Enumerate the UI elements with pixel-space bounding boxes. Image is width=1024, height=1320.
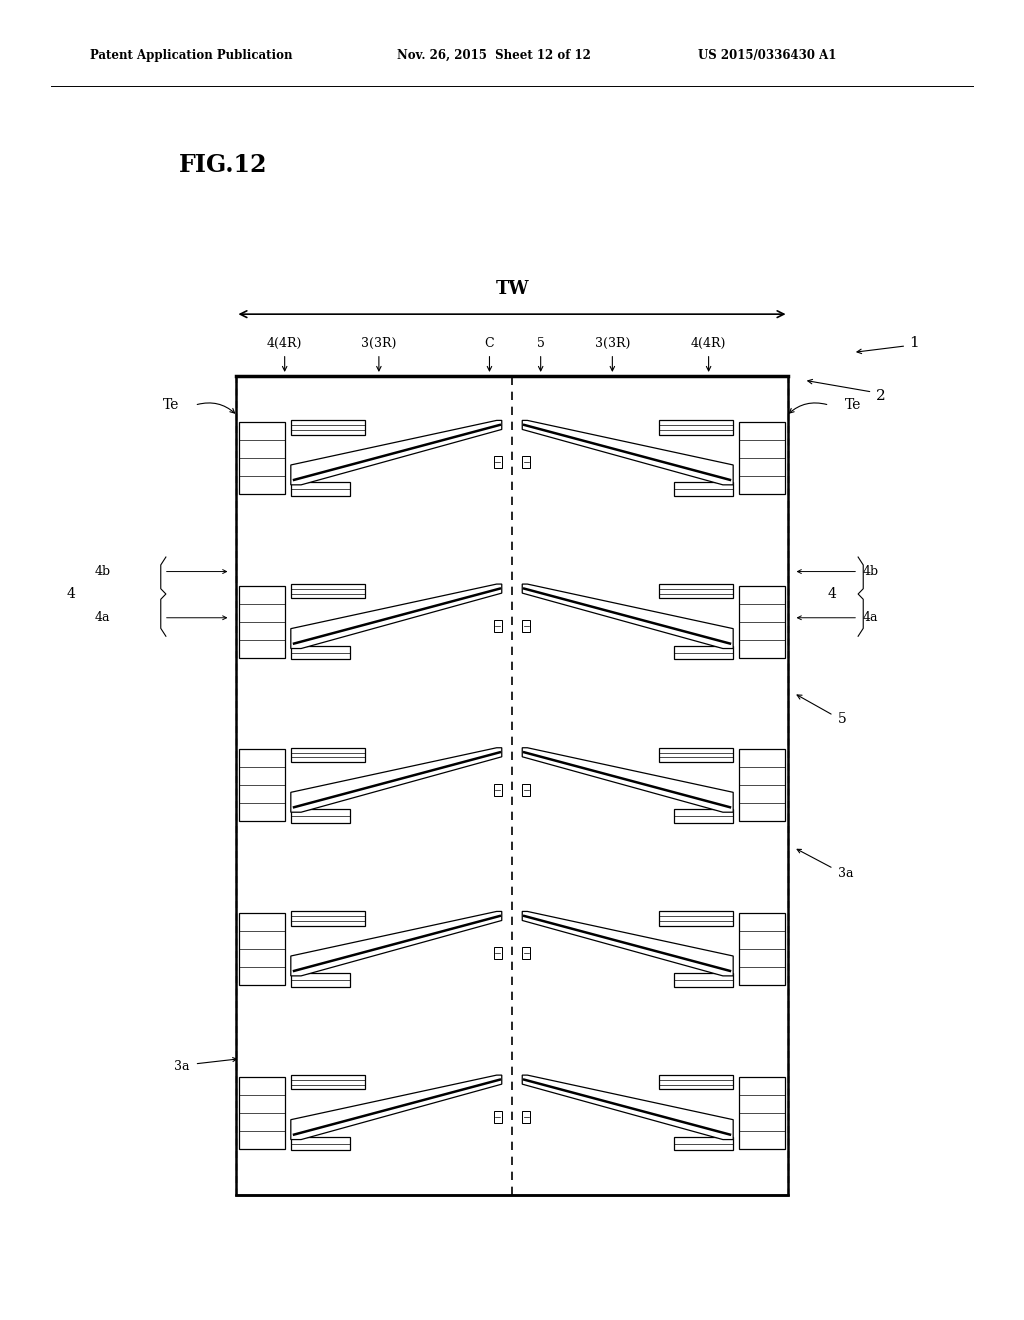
- Polygon shape: [522, 420, 733, 484]
- Polygon shape: [291, 1137, 350, 1151]
- Polygon shape: [291, 583, 365, 598]
- Polygon shape: [674, 1137, 733, 1151]
- Polygon shape: [239, 422, 286, 494]
- Polygon shape: [494, 1111, 502, 1123]
- Polygon shape: [291, 1074, 365, 1089]
- Polygon shape: [674, 482, 733, 496]
- Polygon shape: [291, 482, 350, 496]
- Polygon shape: [674, 973, 733, 987]
- Polygon shape: [738, 586, 785, 657]
- Polygon shape: [291, 1074, 502, 1139]
- Polygon shape: [494, 948, 502, 960]
- Polygon shape: [291, 809, 350, 824]
- Polygon shape: [239, 586, 286, 657]
- Text: 4b: 4b: [862, 565, 879, 578]
- Polygon shape: [291, 420, 365, 434]
- Polygon shape: [674, 645, 733, 660]
- Text: 4b: 4b: [94, 565, 111, 578]
- Bar: [236, 376, 788, 1195]
- Bar: [236, 376, 788, 1195]
- Text: 4(4R): 4(4R): [691, 337, 726, 350]
- Text: 3a: 3a: [838, 867, 853, 880]
- Polygon shape: [522, 583, 733, 648]
- Text: 3a: 3a: [174, 1060, 189, 1073]
- Text: Patent Application Publication: Patent Application Publication: [90, 49, 293, 62]
- Polygon shape: [291, 420, 502, 484]
- Polygon shape: [291, 583, 502, 648]
- Polygon shape: [239, 750, 286, 821]
- Polygon shape: [659, 747, 733, 762]
- Polygon shape: [522, 457, 530, 469]
- Text: TW: TW: [496, 280, 528, 298]
- Text: Nov. 26, 2015  Sheet 12 of 12: Nov. 26, 2015 Sheet 12 of 12: [397, 49, 591, 62]
- Text: Te: Te: [845, 399, 861, 412]
- Text: 4a: 4a: [862, 611, 878, 624]
- Polygon shape: [659, 583, 733, 598]
- Polygon shape: [494, 784, 502, 796]
- Text: 5: 5: [838, 713, 847, 726]
- Polygon shape: [659, 420, 733, 434]
- Text: 4: 4: [67, 587, 76, 601]
- Polygon shape: [291, 911, 365, 925]
- Polygon shape: [522, 911, 733, 975]
- Text: 5: 5: [537, 337, 545, 350]
- Text: 3(3R): 3(3R): [595, 337, 630, 350]
- Polygon shape: [291, 645, 350, 660]
- Polygon shape: [522, 948, 530, 960]
- Polygon shape: [738, 750, 785, 821]
- Polygon shape: [522, 747, 733, 812]
- Polygon shape: [522, 1074, 733, 1139]
- Text: US 2015/0336430 A1: US 2015/0336430 A1: [698, 49, 837, 62]
- Text: 4(4R): 4(4R): [267, 337, 302, 350]
- Polygon shape: [291, 747, 502, 812]
- Polygon shape: [659, 1074, 733, 1089]
- Polygon shape: [738, 422, 785, 494]
- Text: C: C: [484, 337, 495, 350]
- Text: 4a: 4a: [94, 611, 110, 624]
- Polygon shape: [659, 911, 733, 925]
- Polygon shape: [522, 1111, 530, 1123]
- Text: 3(3R): 3(3R): [361, 337, 396, 350]
- Polygon shape: [494, 457, 502, 469]
- Text: Te: Te: [163, 399, 179, 412]
- Text: 1: 1: [909, 337, 920, 350]
- Text: 2: 2: [876, 389, 886, 403]
- Polygon shape: [291, 747, 365, 762]
- Polygon shape: [522, 784, 530, 796]
- Text: FIG.12: FIG.12: [179, 153, 267, 177]
- Polygon shape: [738, 1077, 785, 1148]
- Polygon shape: [738, 913, 785, 985]
- Polygon shape: [291, 911, 502, 975]
- Text: 4: 4: [827, 587, 837, 601]
- Polygon shape: [291, 973, 350, 987]
- Polygon shape: [239, 1077, 286, 1148]
- Polygon shape: [522, 620, 530, 632]
- Polygon shape: [674, 809, 733, 824]
- Polygon shape: [494, 620, 502, 632]
- Polygon shape: [239, 913, 286, 985]
